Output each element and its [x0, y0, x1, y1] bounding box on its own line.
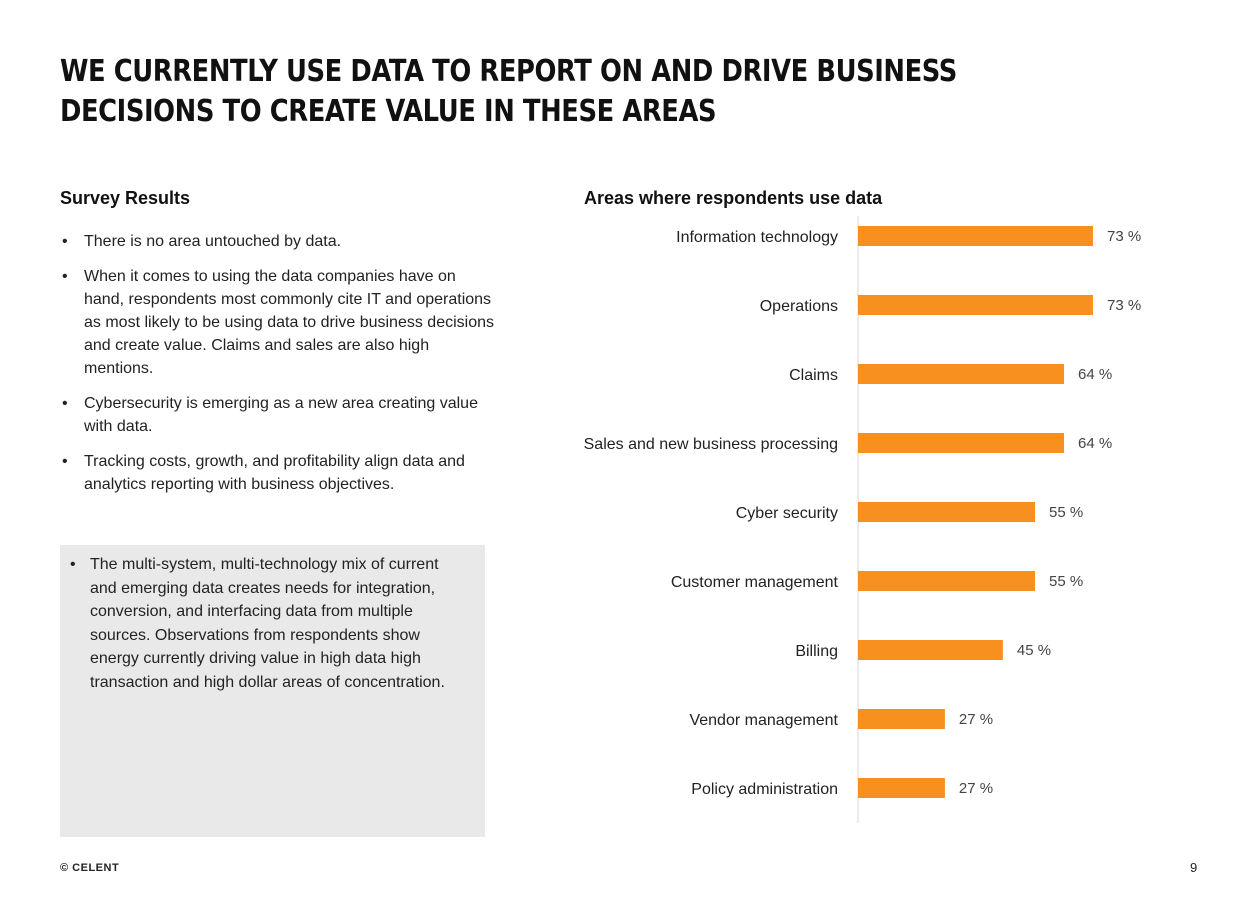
copyright-label: © CELENT: [60, 862, 120, 874]
category-label: Billing: [795, 643, 838, 660]
bar: [858, 778, 945, 798]
bar: [858, 502, 1036, 522]
category-label: Claims: [789, 367, 838, 384]
data-label: 64 %: [1078, 366, 1112, 383]
chart-title: Areas where respondents use data: [584, 188, 883, 208]
data-label: 55 %: [1049, 573, 1083, 590]
data-label: 27 %: [959, 711, 993, 728]
survey-results-heading: Survey Results: [60, 188, 191, 208]
data-label: 55 %: [1049, 504, 1083, 521]
category-label: Cyber security: [736, 505, 838, 522]
data-label: 64 %: [1078, 435, 1112, 452]
bar: [858, 295, 1093, 315]
page-number: 9: [1190, 860, 1198, 875]
bar: [858, 709, 945, 729]
category-label: Vendor management: [689, 712, 838, 729]
survey-bullet: Cybersecurity is emerging as a new area …: [60, 392, 500, 438]
category-label: Policy administration: [691, 781, 838, 798]
observation-note-box: The multi-system, multi-technology mix o…: [60, 545, 485, 837]
survey-bullet-list: There is no area untouched by data. When…: [60, 230, 500, 508]
observation-note: The multi-system, multi-technology mix o…: [68, 553, 469, 694]
bar: [858, 571, 1036, 591]
data-label: 73 %: [1107, 297, 1141, 314]
category-label: Customer management: [671, 574, 839, 591]
bar: [858, 640, 1003, 660]
page-title: WE CURRENTLY USE DATA TO REPORT ON AND D…: [60, 54, 957, 129]
survey-bullet: When it comes to using the data companie…: [60, 265, 500, 380]
survey-bullet: There is no area untouched by data.: [60, 230, 500, 253]
category-label: Operations: [760, 298, 838, 315]
survey-bullet: Tracking costs, growth, and profitabilit…: [60, 450, 500, 496]
data-label: 45 %: [1017, 642, 1051, 659]
bar: [858, 364, 1065, 384]
data-label: 73 %: [1107, 228, 1141, 245]
category-label: Information technology: [676, 229, 838, 246]
bar: [858, 433, 1065, 453]
bar: [858, 226, 1093, 246]
data-label: 27 %: [959, 780, 993, 797]
category-label: Sales and new business processing: [584, 436, 838, 453]
